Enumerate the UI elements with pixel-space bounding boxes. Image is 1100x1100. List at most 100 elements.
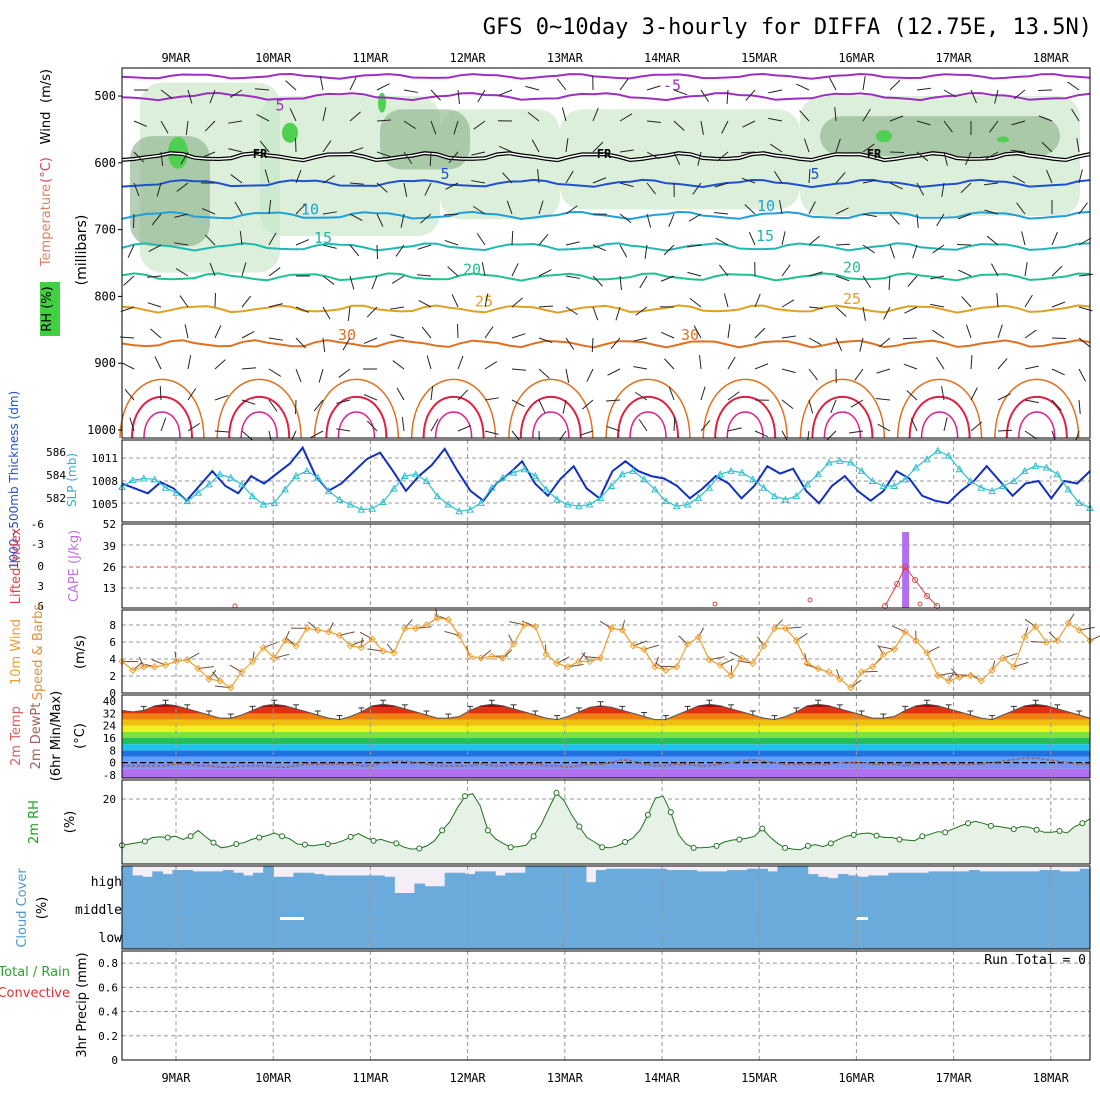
cloud-high-bar (928, 871, 940, 893)
dewpoint-line (122, 757, 1090, 768)
wind-barb (828, 77, 837, 91)
wind-barb (673, 151, 681, 165)
slp-point (357, 505, 366, 513)
wind-barb (349, 213, 363, 222)
wind-barb (639, 275, 648, 289)
wind-barb (121, 362, 135, 370)
rh-point (164, 834, 171, 841)
wind-barb (527, 111, 540, 122)
wind-barb (644, 244, 648, 259)
cloud-high-bar (918, 872, 930, 893)
wind-speed-point (912, 636, 920, 645)
rh-point (987, 822, 994, 829)
wind-barb (808, 337, 822, 346)
wind-speed-point (825, 668, 833, 676)
wind-barb (607, 368, 621, 376)
wind-barb (174, 242, 189, 246)
wind-barb (700, 419, 711, 432)
thickness-tick-label: 582 (46, 492, 66, 505)
isotherm-hot-inner-loop (629, 411, 667, 439)
top-axis-day-label: 13MAR (547, 51, 584, 65)
precip-axis-label: 3hr Precip (mm) (75, 952, 90, 1057)
slp-point (292, 471, 300, 479)
isotherm-line (121, 272, 1091, 282)
slp-point (553, 495, 561, 503)
rh-point (713, 842, 720, 849)
wind-speed-point (879, 650, 888, 659)
wind-barb (209, 89, 216, 104)
cloud-high-bar (464, 874, 476, 893)
wind-barb (499, 145, 513, 153)
wind-speed-point (705, 656, 714, 664)
wind-speed-point (314, 626, 322, 634)
li-point (917, 601, 923, 607)
temp-band (122, 731, 1090, 739)
isotherm-line (121, 242, 1091, 252)
wind-barb (347, 306, 351, 321)
rh-point (507, 844, 514, 851)
wind-barb (429, 151, 432, 167)
rh-point (1033, 826, 1040, 833)
rh-point (942, 829, 949, 836)
isotherm-label: 10 (757, 197, 775, 215)
wind-speed-point (575, 657, 583, 666)
slp-point (629, 466, 638, 474)
cloud-high-bar (606, 868, 617, 893)
cape-tick-label: 13 (103, 582, 116, 595)
temp-line (121, 703, 1091, 721)
bottom-axis-day-label: 12MAR (450, 1071, 487, 1085)
slp-point (607, 482, 616, 490)
cloud-high-bar (1019, 871, 1031, 893)
wind-barb (396, 387, 405, 401)
temperature-legend-label: Temperature (39, 184, 54, 267)
wind-barb (781, 335, 796, 339)
wind-barb (1051, 301, 1066, 308)
cape-axis-label: CAPE (J/kg) (67, 530, 82, 602)
temp-band (122, 756, 1090, 763)
precip-tick-label: 0.4 (98, 1006, 118, 1019)
wind-barb (965, 151, 972, 166)
wind-barb (349, 275, 355, 290)
isotherm-warm-loop (799, 378, 886, 439)
wind-speed-point (1064, 619, 1072, 627)
wind-speed-point (498, 654, 507, 662)
wind-barb (1067, 81, 1080, 91)
slp-point (825, 458, 833, 466)
wind-barb (349, 244, 360, 257)
bottom-axis-day-label: 15MAR (741, 1071, 778, 1085)
slp-point (433, 492, 442, 500)
panel-precip: 0.8 0.6 0.4 0.2 0 Run Total = 0 Total / Rain Co… (0, 950, 1091, 1067)
wind-barb (726, 89, 729, 105)
temp-tick-label: 24 (103, 720, 117, 733)
cloud-high-bar (303, 872, 315, 893)
precip-tick-label: 0.6 (98, 981, 118, 994)
rh-point (736, 836, 743, 843)
wind-speed-point (368, 635, 376, 643)
wind-barb (961, 296, 972, 308)
wind-barb (862, 179, 877, 184)
wind-barb (619, 244, 628, 258)
wind-tick-label: 6 (109, 636, 116, 649)
wind-barb (133, 182, 140, 197)
cloud-high-bar (827, 878, 839, 893)
wind-barb (484, 430, 499, 435)
wind-barb (451, 294, 459, 308)
wind-barb (498, 89, 513, 96)
freezing-level-label: FR (253, 147, 268, 161)
cloud-high-bar (737, 870, 748, 893)
wind-barb (338, 368, 351, 378)
li-tick-label: 3 (37, 580, 44, 593)
wind-barb (862, 306, 866, 321)
pressure-axis-label: (millibars) (74, 215, 90, 286)
wind-barb (268, 200, 272, 215)
wind-speed-point (596, 654, 605, 662)
wind-speed-point (227, 684, 235, 692)
wind-barb (525, 85, 540, 91)
thickness-tick-label: 584 (46, 469, 66, 482)
wind-barb (349, 111, 361, 122)
li-point (712, 601, 718, 607)
wind-barb-10m (360, 637, 363, 648)
wind-barb (633, 366, 648, 370)
wind-barb (322, 337, 326, 352)
wind-unit-label: (m/s) (39, 69, 54, 103)
